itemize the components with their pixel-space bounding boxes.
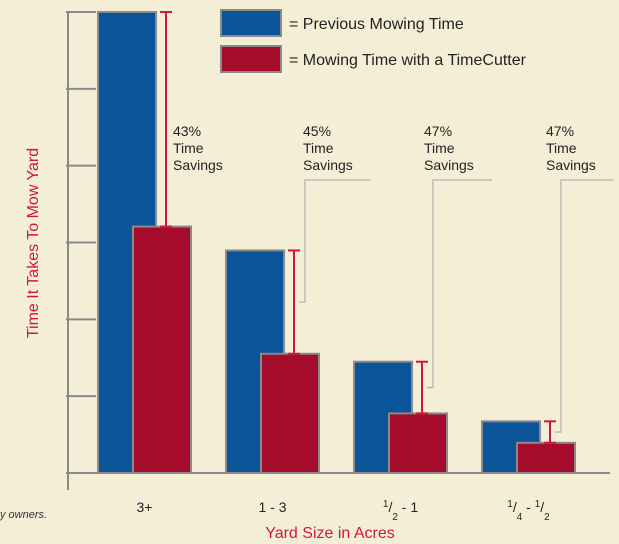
- legend-label: = Previous Mowing Time: [289, 16, 464, 33]
- leader-line: [555, 179, 614, 433]
- savings-label: Savings: [424, 157, 474, 173]
- x-tick-label: 1/2 - 1: [383, 499, 418, 523]
- leader-line: [427, 179, 492, 389]
- bar-timecutter-mowing-time: [260, 352, 320, 474]
- savings-label: Savings: [173, 157, 223, 173]
- leader-line: [299, 179, 371, 303]
- savings-percent: 47%: [424, 123, 452, 139]
- savings-percent: 43%: [173, 123, 201, 139]
- savings-range-markers: [160, 11, 556, 444]
- savings-label: Time: [546, 140, 577, 156]
- savings-percent: 47%: [546, 123, 574, 139]
- x-tick-labels: 3+ 1 - 3 1/2 - 1 1/4 - 1/2: [137, 499, 551, 523]
- savings-range-marker: [544, 420, 556, 444]
- savings-range-marker: [160, 11, 172, 228]
- footnote-fragment: y owners.: [0, 509, 47, 521]
- legend-label: = Mowing Time with a TimeCutter: [289, 52, 527, 69]
- legend-item: = Mowing Time with a TimeCutter: [220, 45, 527, 73]
- bar-timecutter-mowing-time: [388, 412, 448, 475]
- savings-label: Savings: [546, 157, 596, 173]
- legend-swatch: [220, 45, 282, 73]
- y-axis-label: Time It Takes To Mow Yard: [25, 148, 42, 338]
- savings-label: Time: [303, 140, 334, 156]
- savings-label: Time: [173, 140, 204, 156]
- bar-timecutter-mowing-time: [516, 441, 576, 474]
- x-tick-label: 1 - 3: [258, 499, 286, 515]
- savings-label: Savings: [303, 157, 353, 173]
- legend-swatch: [220, 9, 282, 37]
- legend-item: = Previous Mowing Time: [220, 9, 464, 37]
- savings-annotations: 43%TimeSavings45%TimeSavings47%TimeSavin…: [173, 123, 614, 433]
- bars: [97, 11, 576, 475]
- savings-label: Time: [424, 140, 455, 156]
- x-tick-label: 1/4 - 1/2: [507, 499, 550, 523]
- x-axis-label: Yard Size in Acres: [265, 525, 395, 542]
- legend: = Previous Mowing Time = Mowing Time with…: [220, 9, 527, 73]
- bar-timecutter-mowing-time: [132, 225, 192, 474]
- savings-range-marker: [288, 249, 300, 355]
- savings-range-marker: [416, 360, 428, 415]
- x-tick-label: 3+: [137, 499, 153, 515]
- savings-percent: 45%: [303, 123, 331, 139]
